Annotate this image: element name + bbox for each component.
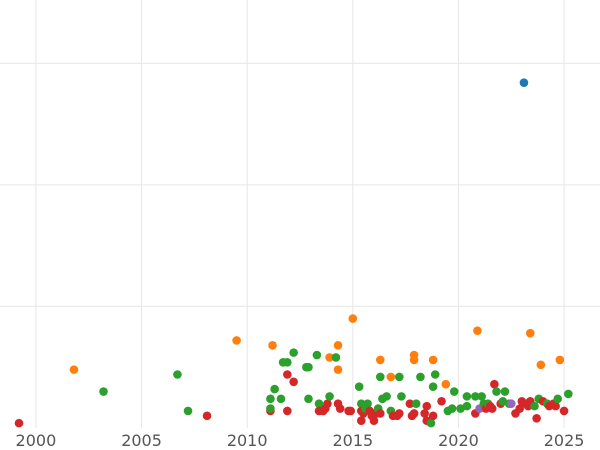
data-point-orange	[69, 365, 79, 374]
data-point-orange	[536, 360, 546, 370]
data-point-red	[289, 377, 298, 387]
grid	[0, 0, 600, 428]
data-point-green	[394, 372, 404, 382]
data-point-green	[183, 406, 193, 416]
data-point-orange	[325, 353, 334, 362]
data-point-green	[283, 358, 292, 367]
data-point-green	[99, 387, 108, 396]
data-point-green	[266, 404, 275, 413]
x-tick-label: 2010	[227, 431, 268, 450]
data-point-orange	[333, 365, 343, 374]
data-point-purple	[506, 399, 516, 408]
data-point-green	[462, 401, 472, 411]
data-point-green	[289, 348, 298, 357]
data-point-orange	[375, 355, 385, 365]
x-tick-label: 2005	[121, 431, 162, 450]
x-tick-label: 2025	[544, 431, 585, 450]
data-point-green	[304, 362, 313, 372]
data-point-red	[356, 416, 366, 426]
data-point-blue	[519, 78, 529, 87]
data-point-orange	[409, 355, 419, 365]
data-point-green	[266, 394, 275, 404]
data-point-red	[559, 406, 569, 416]
data-point-orange	[232, 336, 241, 345]
data-point-green	[492, 387, 501, 396]
data-point-orange	[473, 326, 482, 336]
data-point-orange	[428, 355, 438, 365]
data-point-red	[335, 404, 345, 413]
data-point-red	[422, 401, 432, 411]
data-point-green	[462, 392, 472, 401]
data-point-green	[325, 392, 334, 401]
data-point-green	[276, 394, 286, 404]
data-point-red	[428, 411, 438, 421]
data-point-orange	[555, 355, 565, 365]
data-point-orange	[348, 314, 358, 323]
data-point-red	[437, 396, 446, 406]
data-point-green	[331, 353, 341, 362]
data-point-green	[397, 392, 406, 401]
data-point-red	[14, 418, 24, 428]
data-point-red	[409, 409, 419, 418]
data-point-green	[375, 372, 385, 382]
x-tick-label: 2015	[332, 431, 373, 450]
data-point-red	[369, 416, 379, 426]
data-point-red	[375, 409, 385, 418]
data-point-red	[420, 409, 429, 418]
data-point-green	[477, 392, 486, 401]
data-point-green	[430, 370, 440, 379]
data-point-green	[270, 384, 279, 394]
data-point-orange	[525, 328, 535, 338]
data-point-green	[411, 399, 421, 408]
data-point-green	[428, 382, 438, 391]
data-point-green	[173, 370, 182, 379]
data-point-red	[394, 409, 404, 418]
data-point-red	[323, 399, 332, 408]
data-point-orange	[268, 341, 277, 350]
data-point-green	[471, 392, 480, 401]
data-point-green	[416, 372, 425, 382]
data-point-green	[382, 392, 391, 401]
data-point-red	[283, 406, 292, 416]
data-point-green	[314, 399, 324, 408]
data-point-red	[202, 411, 212, 421]
data-point-orange	[386, 372, 396, 382]
data-point-red	[405, 399, 415, 408]
data-point-green	[500, 387, 510, 396]
data-point-orange	[333, 341, 343, 350]
data-point-green	[312, 350, 322, 360]
data-point-red	[532, 413, 541, 423]
data-point-green	[447, 404, 457, 413]
data-point-red	[283, 370, 292, 379]
data-point-red	[490, 379, 499, 389]
x-tick-label: 2020	[438, 431, 479, 450]
data-point-red	[515, 404, 525, 413]
data-point-green	[363, 399, 372, 408]
x-tick-label: 2000	[16, 431, 57, 450]
data-point-red	[487, 404, 497, 413]
data-point-green	[304, 394, 313, 404]
data-point-green	[354, 382, 364, 391]
data-point-red	[551, 401, 560, 411]
data-points	[14, 78, 573, 428]
data-point-green	[564, 389, 573, 399]
data-point-green	[530, 401, 539, 411]
data-point-red	[346, 406, 356, 416]
data-point-green	[426, 418, 436, 428]
data-point-green	[449, 387, 459, 396]
x-axis-ticks: 2000 2005 2010 2015 2020 2025	[16, 431, 585, 450]
data-point-green	[553, 394, 563, 404]
data-point-orange	[441, 379, 451, 389]
